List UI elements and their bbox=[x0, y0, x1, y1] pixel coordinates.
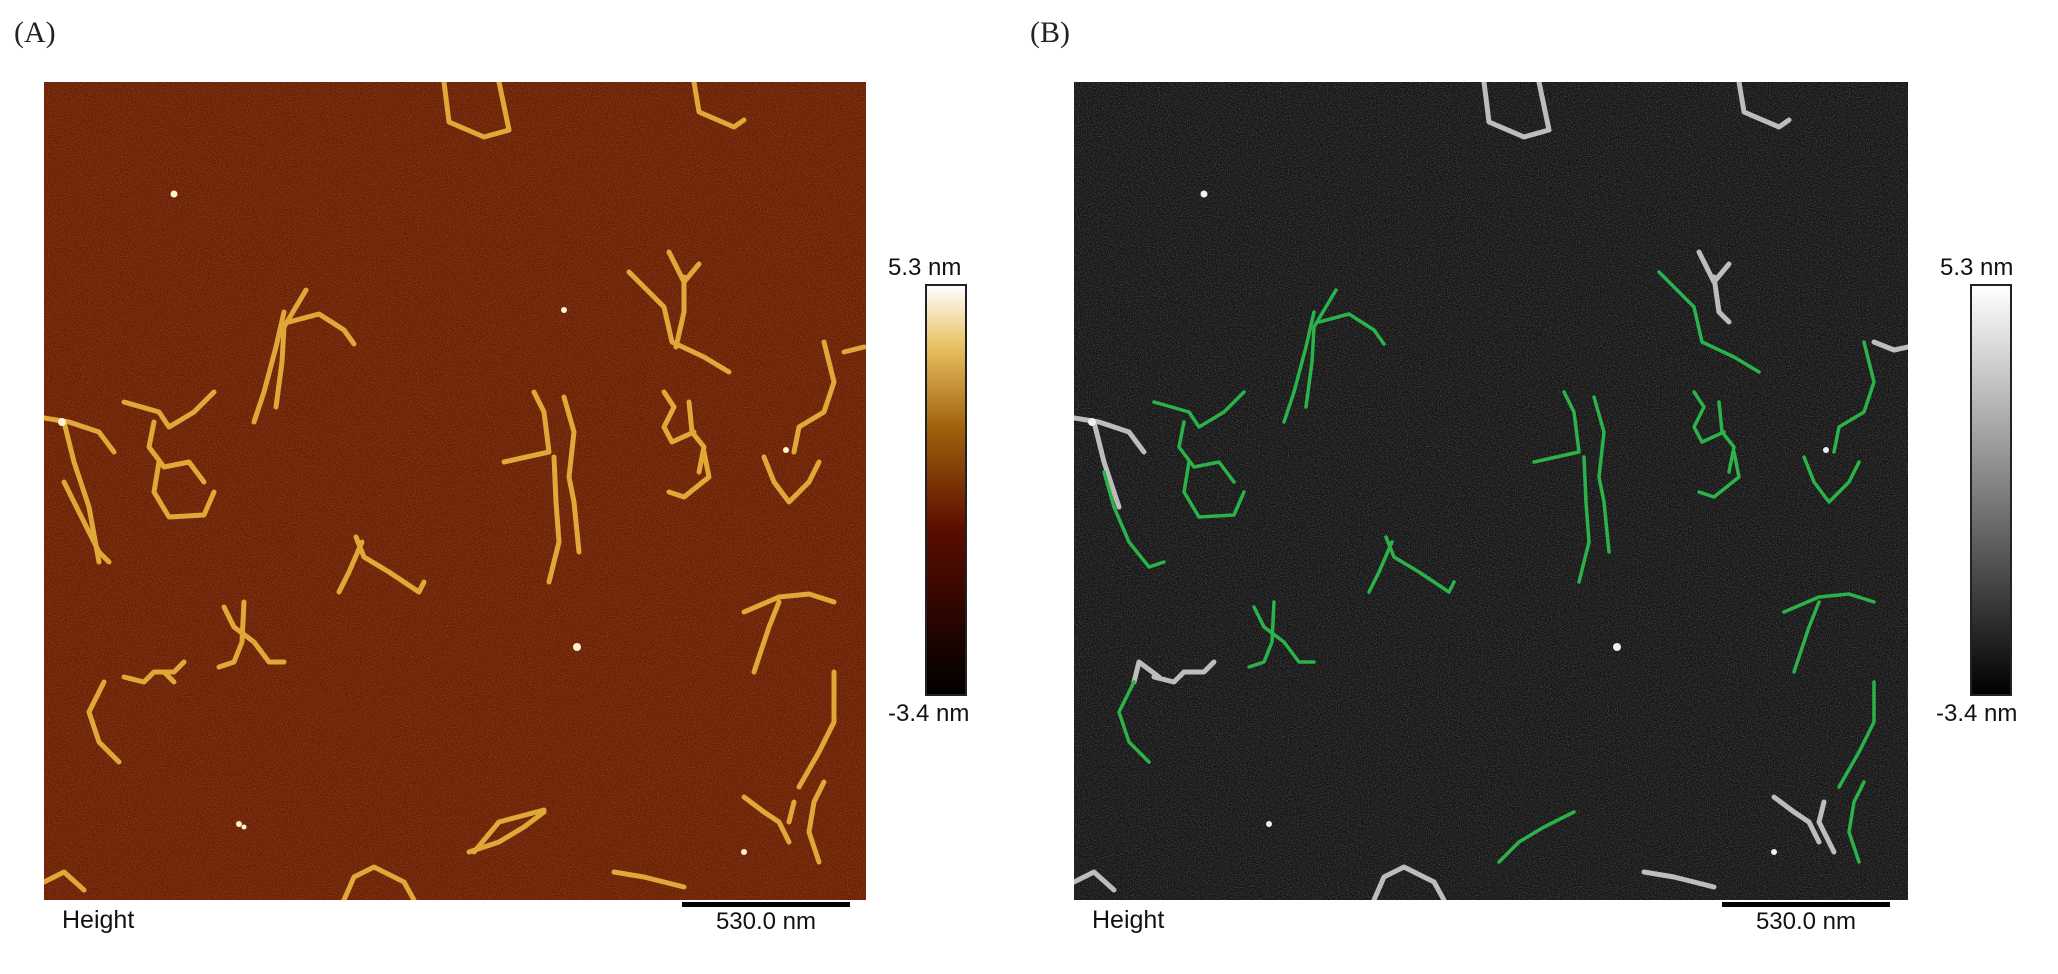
height-colorbar-a bbox=[925, 284, 967, 696]
afm-height-image-b bbox=[1074, 82, 1908, 900]
height-colorbar-b bbox=[1970, 284, 2012, 696]
afm-height-image-a bbox=[44, 82, 866, 900]
channel-label-b: Height bbox=[1092, 906, 1165, 934]
colorbar-max-label-a: 5.3 nm bbox=[888, 254, 962, 281]
scale-bar-label-a: 530.0 nm bbox=[715, 908, 817, 935]
panel-a-letter: (A) bbox=[14, 16, 56, 49]
scale-bar-label-b: 530.0 nm bbox=[1755, 908, 1857, 935]
scale-bar-a bbox=[682, 902, 850, 907]
colorbar-max-label-b: 5.3 nm bbox=[1940, 254, 2014, 281]
colorbar-min-label-b: -3.4 nm bbox=[1936, 700, 2018, 727]
scale-bar-b bbox=[1722, 902, 1890, 907]
panel-b-letter: (B) bbox=[1030, 16, 1070, 49]
channel-label-a: Height bbox=[62, 906, 135, 934]
colorbar-min-label-a: -3.4 nm bbox=[888, 700, 970, 727]
